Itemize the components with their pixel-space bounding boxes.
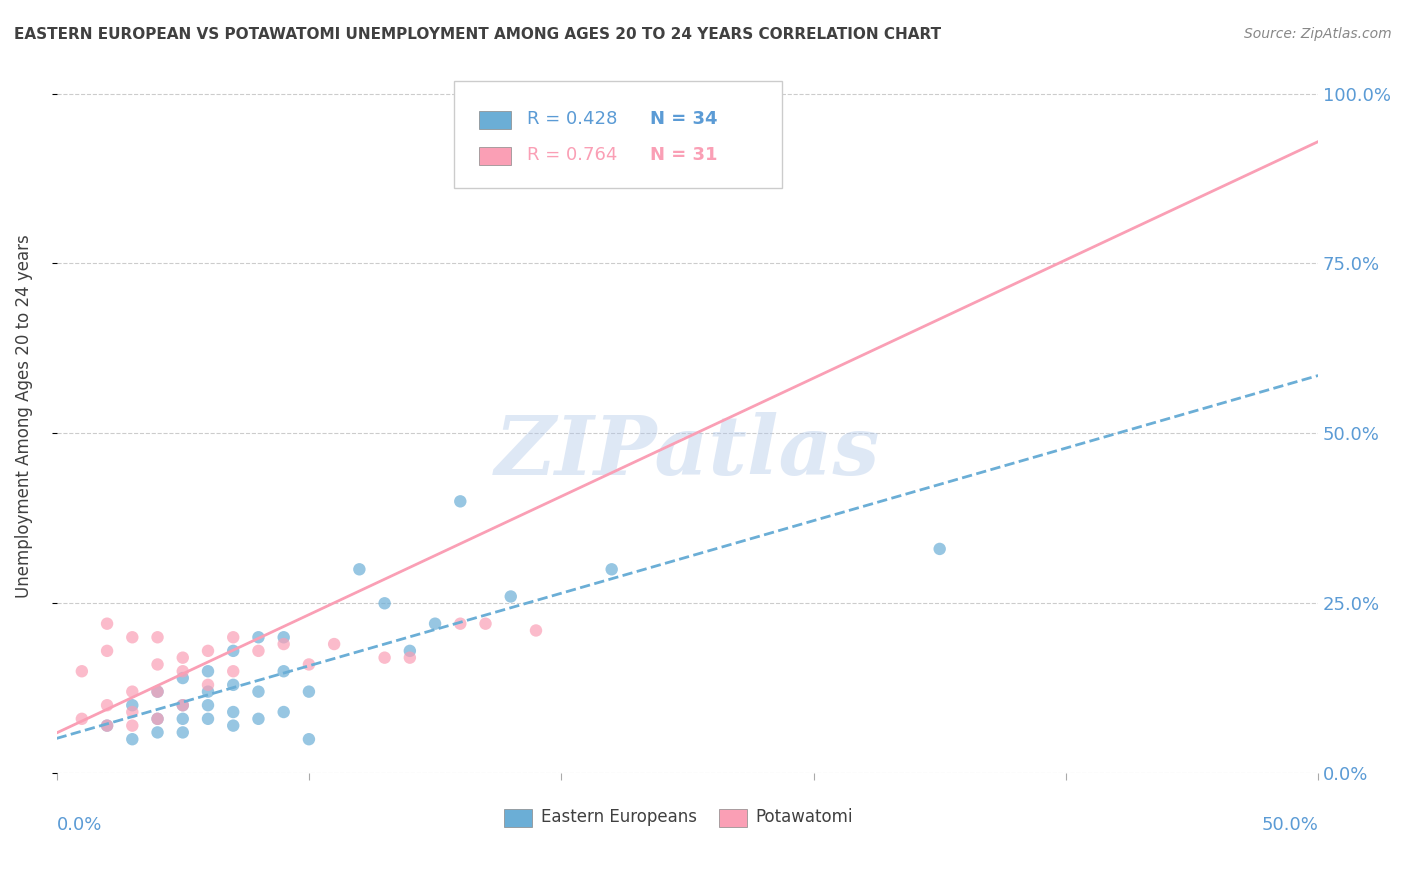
Point bbox=[172, 712, 194, 726]
Point bbox=[70, 665, 93, 679]
Point bbox=[222, 705, 245, 719]
Point bbox=[172, 665, 194, 679]
Text: 0.0%: 0.0% bbox=[56, 816, 103, 834]
Point bbox=[121, 630, 143, 644]
Point bbox=[96, 718, 118, 732]
Point bbox=[222, 678, 245, 692]
Point bbox=[197, 644, 219, 658]
Point bbox=[222, 665, 245, 679]
Point bbox=[247, 712, 270, 726]
Point bbox=[374, 596, 396, 610]
Point bbox=[349, 562, 371, 576]
Point bbox=[197, 712, 219, 726]
Text: 50.0%: 50.0% bbox=[1261, 816, 1319, 834]
Point bbox=[197, 698, 219, 713]
Point bbox=[474, 616, 496, 631]
Point bbox=[172, 725, 194, 739]
Text: N = 34: N = 34 bbox=[650, 110, 717, 128]
Point bbox=[423, 616, 446, 631]
Point bbox=[247, 630, 270, 644]
Text: Eastern Europeans: Eastern Europeans bbox=[541, 808, 697, 826]
Point bbox=[121, 732, 143, 747]
Point bbox=[172, 698, 194, 713]
Point bbox=[449, 616, 471, 631]
FancyBboxPatch shape bbox=[479, 147, 510, 165]
Point bbox=[146, 630, 169, 644]
Point bbox=[172, 671, 194, 685]
Point bbox=[374, 650, 396, 665]
Point bbox=[96, 698, 118, 713]
Point bbox=[499, 590, 522, 604]
Point bbox=[600, 87, 623, 101]
Text: Potawatomi: Potawatomi bbox=[755, 808, 853, 826]
Point bbox=[298, 732, 321, 747]
Text: EASTERN EUROPEAN VS POTAWATOMI UNEMPLOYMENT AMONG AGES 20 TO 24 YEARS CORRELATIO: EASTERN EUROPEAN VS POTAWATOMI UNEMPLOYM… bbox=[14, 27, 941, 42]
Point bbox=[222, 630, 245, 644]
Point bbox=[273, 630, 295, 644]
Text: ZIPatlas: ZIPatlas bbox=[495, 412, 880, 492]
Point bbox=[398, 650, 420, 665]
FancyBboxPatch shape bbox=[718, 809, 747, 827]
Point bbox=[146, 684, 169, 698]
Point bbox=[146, 684, 169, 698]
Point bbox=[172, 650, 194, 665]
Point bbox=[273, 637, 295, 651]
Point bbox=[172, 698, 194, 713]
Point bbox=[197, 684, 219, 698]
Point bbox=[222, 644, 245, 658]
Point bbox=[928, 541, 950, 556]
Point bbox=[247, 644, 270, 658]
Text: R = 0.764: R = 0.764 bbox=[527, 145, 617, 163]
Point bbox=[524, 624, 547, 638]
FancyBboxPatch shape bbox=[454, 81, 782, 188]
Point bbox=[121, 698, 143, 713]
Point bbox=[398, 644, 420, 658]
Point bbox=[96, 616, 118, 631]
Point bbox=[146, 712, 169, 726]
Point bbox=[222, 718, 245, 732]
Y-axis label: Unemployment Among Ages 20 to 24 years: Unemployment Among Ages 20 to 24 years bbox=[15, 235, 32, 599]
Point bbox=[197, 665, 219, 679]
Point bbox=[273, 705, 295, 719]
Point bbox=[323, 637, 346, 651]
Point bbox=[273, 665, 295, 679]
Point bbox=[298, 657, 321, 672]
Point bbox=[600, 562, 623, 576]
Point bbox=[121, 718, 143, 732]
Point bbox=[298, 684, 321, 698]
Point bbox=[146, 657, 169, 672]
Point bbox=[197, 678, 219, 692]
FancyBboxPatch shape bbox=[479, 112, 510, 129]
Text: N = 31: N = 31 bbox=[650, 145, 717, 163]
Point bbox=[247, 684, 270, 698]
FancyBboxPatch shape bbox=[505, 809, 533, 827]
Point bbox=[146, 712, 169, 726]
Point bbox=[121, 705, 143, 719]
Point bbox=[146, 725, 169, 739]
Point bbox=[121, 684, 143, 698]
Point bbox=[70, 712, 93, 726]
Text: R = 0.428: R = 0.428 bbox=[527, 110, 617, 128]
Point bbox=[96, 718, 118, 732]
Point bbox=[96, 644, 118, 658]
Text: Source: ZipAtlas.com: Source: ZipAtlas.com bbox=[1244, 27, 1392, 41]
Point bbox=[449, 494, 471, 508]
